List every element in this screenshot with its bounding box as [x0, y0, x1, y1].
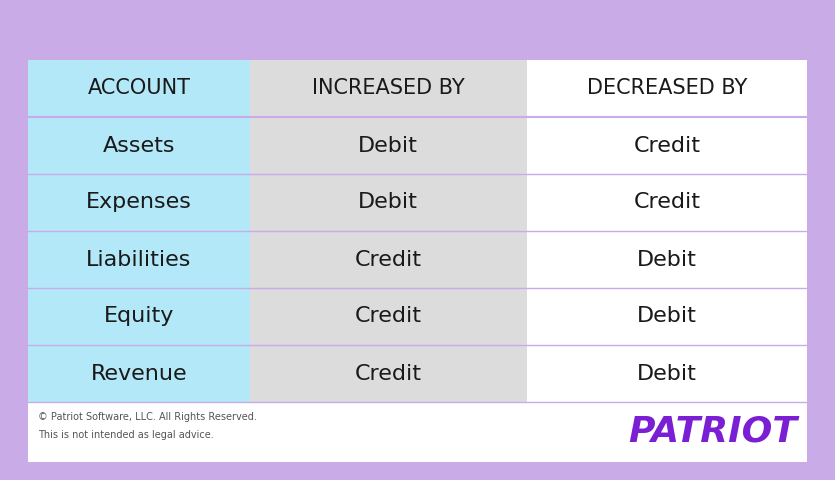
- FancyBboxPatch shape: [527, 117, 807, 174]
- FancyBboxPatch shape: [28, 288, 250, 345]
- Text: DECREASED BY: DECREASED BY: [587, 79, 747, 98]
- Text: Debit: Debit: [358, 192, 418, 213]
- FancyBboxPatch shape: [28, 231, 250, 288]
- FancyBboxPatch shape: [250, 345, 527, 402]
- FancyBboxPatch shape: [527, 288, 807, 345]
- FancyBboxPatch shape: [250, 231, 527, 288]
- FancyBboxPatch shape: [250, 288, 527, 345]
- FancyBboxPatch shape: [28, 174, 250, 231]
- Text: Debit: Debit: [637, 250, 696, 269]
- Text: Credit: Credit: [355, 363, 422, 384]
- Text: Equity: Equity: [104, 307, 175, 326]
- Text: Revenue: Revenue: [91, 363, 187, 384]
- Text: Assets: Assets: [103, 135, 175, 156]
- FancyBboxPatch shape: [527, 345, 807, 402]
- Text: ACCOUNT: ACCOUNT: [88, 79, 190, 98]
- FancyBboxPatch shape: [527, 60, 807, 117]
- FancyBboxPatch shape: [28, 60, 250, 117]
- Text: Credit: Credit: [633, 135, 701, 156]
- FancyBboxPatch shape: [28, 60, 807, 462]
- FancyBboxPatch shape: [250, 117, 527, 174]
- Text: Debit: Debit: [358, 135, 418, 156]
- Text: Liabilities: Liabilities: [86, 250, 192, 269]
- Text: PATRIOT: PATRIOT: [628, 415, 797, 449]
- Text: Debit: Debit: [637, 307, 696, 326]
- FancyBboxPatch shape: [28, 345, 250, 402]
- Text: © Patriot Software, LLC. All Rights Reserved.: © Patriot Software, LLC. All Rights Rese…: [38, 412, 257, 422]
- FancyBboxPatch shape: [250, 174, 527, 231]
- FancyBboxPatch shape: [527, 174, 807, 231]
- Text: Credit: Credit: [355, 250, 422, 269]
- FancyBboxPatch shape: [28, 117, 250, 174]
- Text: Credit: Credit: [355, 307, 422, 326]
- Text: Credit: Credit: [633, 192, 701, 213]
- FancyBboxPatch shape: [250, 60, 527, 117]
- Text: Expenses: Expenses: [86, 192, 192, 213]
- Text: This is not intended as legal advice.: This is not intended as legal advice.: [38, 430, 214, 440]
- FancyBboxPatch shape: [527, 231, 807, 288]
- Text: INCREASED BY: INCREASED BY: [312, 79, 464, 98]
- Text: Debit: Debit: [637, 363, 696, 384]
